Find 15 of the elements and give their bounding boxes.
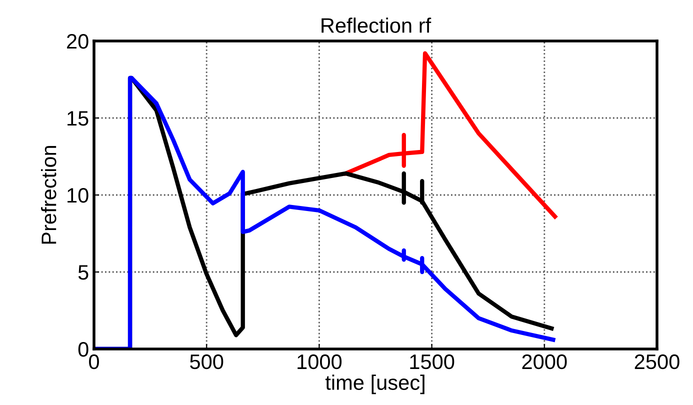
line-series [344,51,558,219]
x-tick-label: 1000 [298,354,342,370]
x-tick-label: 2500 [634,354,680,370]
y-tick-label: 5 [78,265,88,280]
x-tick-label: 2000 [522,354,567,370]
y-tick-label: 20 [67,34,88,49]
x-tick-label: 1500 [410,354,454,370]
y-tick-label: 15 [68,111,88,126]
y-axis-title: Prefrection [40,146,56,244]
chart-title: Reflection rf [322,18,432,33]
x-axis-title: time [usec] [325,374,424,394]
y-tick-label: 10 [68,188,88,203]
x-tick-label: 500 [190,354,224,370]
y-tick-label: 0 [78,342,88,357]
x-tick-label: 0 [89,354,99,370]
